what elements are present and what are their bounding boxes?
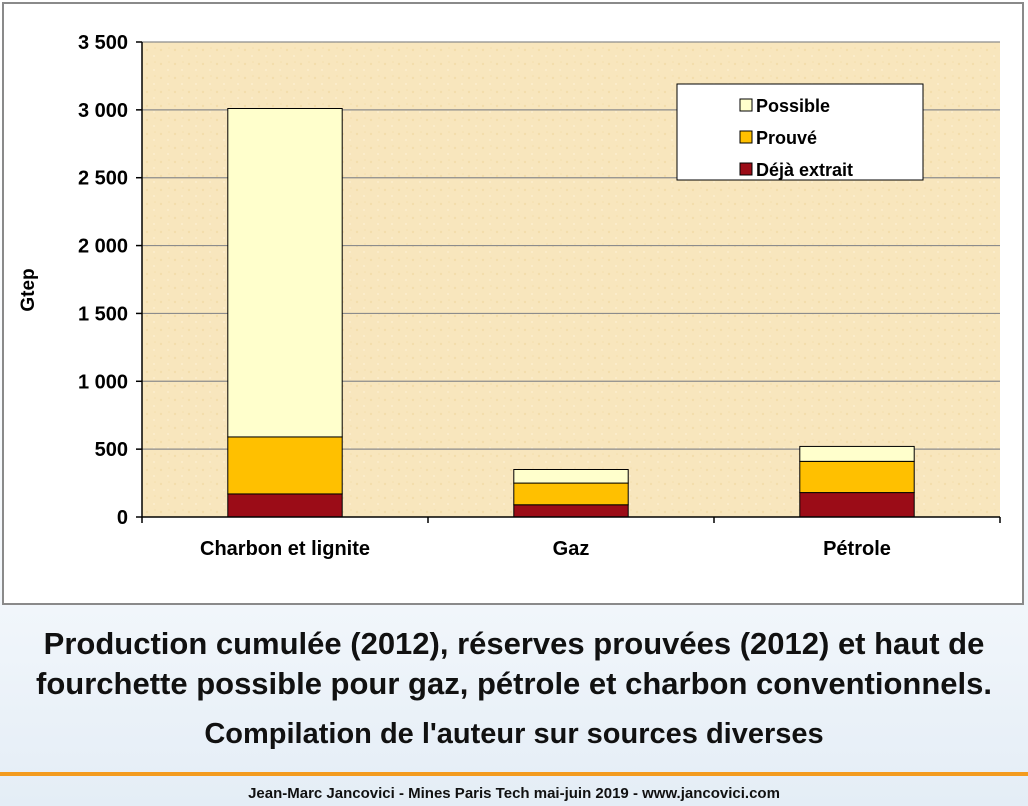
stacked-bar-chart: 0 500 1 000 1 500 2 000 2 500 3 000 3 500 Charbo… xyxy=(18,32,1001,560)
legend-label: Déjà extrait xyxy=(756,160,853,180)
legend-box xyxy=(676,83,924,181)
x-category-label: Charbon et lignite xyxy=(200,538,370,560)
caption-line-2: fourchette possible pour gaz, pétrole et… xyxy=(36,666,992,701)
bar-segment xyxy=(799,460,915,494)
accent-divider xyxy=(0,772,1028,776)
bar-segment xyxy=(227,108,343,438)
x-category-label: Gaz xyxy=(553,538,590,560)
legend-label: Prouvé xyxy=(756,128,817,148)
y-tick-label: 500 xyxy=(95,439,128,461)
bar-segment xyxy=(513,504,629,518)
bars xyxy=(227,108,915,518)
bar-segment xyxy=(513,469,629,484)
legend-swatch xyxy=(739,98,753,112)
bar-segment xyxy=(799,445,915,462)
y-axis-label: Gtep xyxy=(18,268,39,311)
y-tick-label: 0 xyxy=(117,507,128,529)
caption-line-1: Production cumulée (2012), réserves prou… xyxy=(43,626,985,661)
bar-segment xyxy=(799,492,915,518)
y-tick-label: 3 000 xyxy=(78,100,128,122)
legend-swatch xyxy=(739,130,753,144)
x-category-label: Pétrole xyxy=(823,538,891,560)
legend-label: Possible xyxy=(756,96,830,116)
chart-frame: 0 500 1 000 1 500 2 000 2 500 3 000 3 500 Charbo… xyxy=(2,2,1024,605)
bar-segment xyxy=(227,493,343,518)
y-tick-label: 3 500 xyxy=(78,32,128,54)
y-tick-label: 2 000 xyxy=(78,236,128,258)
y-tick-label: 2 500 xyxy=(78,168,128,190)
legend: Possible Prouvé Déjà extrait xyxy=(676,83,924,181)
bar-segment xyxy=(513,482,629,506)
legend-swatch xyxy=(739,162,753,176)
tick-labels: 0 500 1 000 1 500 2 000 2 500 3 000 3 500 Charbo… xyxy=(78,32,1001,560)
bar-segment xyxy=(227,436,343,495)
axes xyxy=(141,42,1000,518)
y-tick-label: 1 000 xyxy=(78,371,128,393)
chart-caption: Production cumulée (2012), réserves prou… xyxy=(0,624,1028,704)
caption-source: Compilation de l'auteur sur sources dive… xyxy=(204,718,824,750)
y-tick-label: 1 500 xyxy=(78,303,128,325)
footer-credit: Jean-Marc Jancovici - Mines Paris Tech m… xyxy=(248,785,780,802)
